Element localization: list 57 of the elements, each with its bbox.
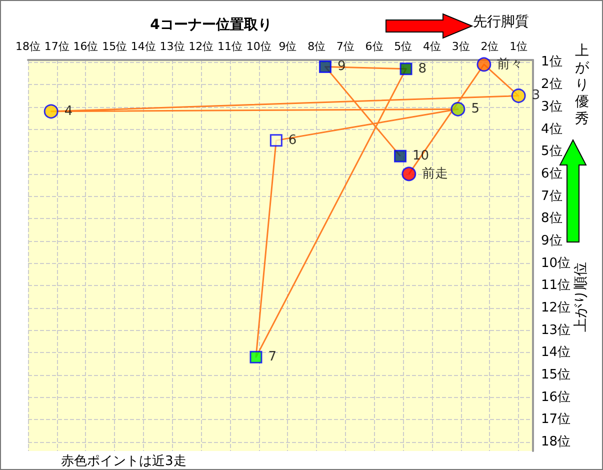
chart-title: 4コーナー位置取り [150,17,272,33]
x-tick-label: 14位 [130,40,156,53]
y-axis-title: 上がり順位 [572,261,590,334]
series-label: 7 [268,350,277,365]
y-tick-label: 11位 [541,278,571,294]
y-tick-label: 12位 [541,300,571,316]
point [44,104,58,119]
point [402,166,416,182]
point [476,57,492,72]
x-tick-label: 10位 [246,40,272,53]
x-tick-label: 5位 [394,40,412,53]
y-tick-label: 17位 [541,412,571,428]
x-tick-label: 11位 [218,40,242,53]
x-tick-label: 9位 [278,40,297,53]
series-label: 前々 [497,56,524,72]
x-tick-label: 6位 [365,40,384,53]
series-label: 5 [471,102,480,117]
y-tick-label: 6位 [541,166,562,182]
x-tick-label: 7位 [336,40,354,53]
x-tick-label: 3位 [452,40,470,53]
y-tick-label: 8位 [541,211,562,226]
x-tick-label: 15位 [102,40,128,53]
y-tick-label: 7位 [541,188,562,204]
y-tick-label: 13位 [541,322,571,338]
y-tick-label: 10位 [541,256,571,271]
x-tick-label: 12位 [188,40,214,53]
point [394,150,407,162]
x-tick-label: 16位 [73,40,98,53]
x-tick-label: 18位 [16,40,40,53]
y-tick-label: 9位 [541,233,562,248]
y-tick-label: 18位 [541,434,571,450]
y-tick-label: 16位 [541,390,571,405]
point [250,350,262,364]
series-label: 3 [532,88,540,104]
point [450,102,466,116]
point [318,60,332,73]
series-label: 8 [418,61,427,76]
y-tick-label: 14位 [541,345,571,360]
x-tick-label: 2位 [480,40,499,53]
y-tick-label: 4位 [541,122,562,137]
x-tick-label: 1位 [510,40,528,53]
y-tick-label: 3位 [541,99,562,114]
x-tick-label: 17位 [44,40,70,53]
x-tick-label: 13位 [160,40,185,53]
x-tick-label: 8位 [308,40,326,53]
y-tick-label: 1位 [541,54,562,70]
text: 先行脚質 [473,13,529,31]
point [511,88,526,103]
text: 上がり優秀 [574,43,590,128]
point [270,134,282,147]
y-tick-label: 5位 [541,144,562,160]
point [400,62,412,76]
x-tick-label: 4位 [423,40,441,53]
series-label: 前走 [422,166,448,182]
y-tick-label: 15位 [541,368,571,383]
y-tick-label: 2位 [541,77,562,92]
text: 赤色ポイントは近3走 [61,453,186,470]
